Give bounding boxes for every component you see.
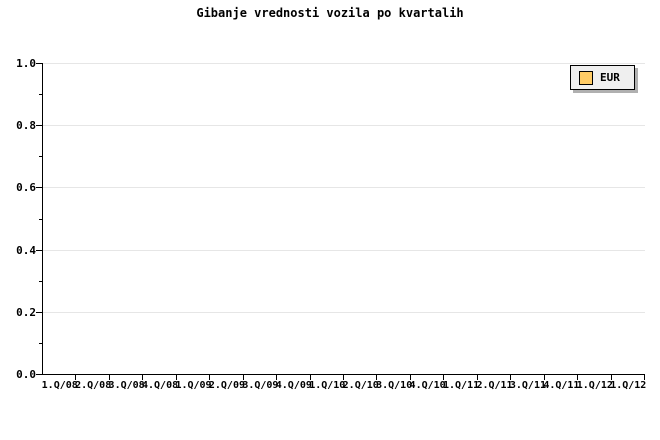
x-tick	[75, 375, 76, 380]
x-tick-label: 3.Q/11	[509, 380, 546, 391]
x-tick	[276, 375, 277, 380]
legend-box: EUR	[570, 65, 635, 90]
x-tick-label: 3.Q/10	[376, 380, 413, 391]
x-tick	[343, 375, 344, 380]
y-tick-major	[36, 374, 42, 375]
y-tick-major	[36, 125, 42, 126]
x-tick-label: 2.Q/08	[75, 380, 112, 391]
x-tick	[544, 375, 545, 380]
x-tick-label: 2.Q/10	[342, 380, 379, 391]
x-tick-label: 1.Q/11	[442, 380, 480, 391]
y-tick-label: 0.6	[16, 181, 36, 194]
y-tick-minor	[39, 156, 42, 157]
x-tick-label: 2.Q/09	[208, 380, 245, 391]
y-tick-major	[36, 312, 42, 313]
x-tick	[510, 375, 511, 380]
legend-swatch-eur	[579, 70, 593, 85]
y-gridline	[43, 125, 645, 126]
y-tick-major	[36, 250, 42, 251]
chart-title: Gibanje vrednosti vozila po kvartalih	[196, 6, 464, 20]
x-tick-label: 2.Q/11	[476, 380, 513, 391]
x-tick-label: 4.Q/09	[275, 380, 312, 391]
y-tick-minor	[39, 281, 42, 282]
x-tick	[209, 375, 210, 380]
y-gridline	[43, 250, 645, 251]
x-tick-label: 3.Q/09	[242, 380, 279, 391]
legend-label-eur: EUR	[600, 70, 620, 84]
y-tick-minor	[39, 343, 42, 344]
y-tick-label: 0.4	[16, 244, 36, 257]
y-tick-major	[36, 63, 42, 64]
y-tick-label: 0.0	[16, 368, 36, 381]
y-gridline	[43, 63, 645, 64]
x-tick-label: 1.Q/08	[41, 380, 78, 391]
x-tick-label: 4.Q/11	[543, 380, 580, 391]
x-tick	[142, 375, 143, 380]
plot-area	[36, 63, 645, 380]
y-tick-label: 1.0	[16, 57, 36, 70]
x-tick	[577, 375, 578, 380]
y-tick-minor	[39, 94, 42, 95]
y-gridline	[43, 312, 645, 313]
x-tick-label: 1.Q/09	[175, 380, 212, 391]
x-tick	[176, 375, 177, 380]
y-gridline	[43, 187, 645, 188]
x-tick-label: 3.Q/08	[108, 380, 145, 391]
x-tick	[109, 375, 110, 380]
x-tick	[477, 375, 478, 380]
x-tick	[611, 375, 612, 380]
x-tick	[243, 375, 244, 380]
x-tick-label: 1.Q/12	[610, 380, 647, 391]
y-tick-label: 0.2	[16, 306, 36, 319]
y-tick-minor	[39, 219, 42, 220]
x-tick-label: 1.Q/10	[309, 380, 346, 391]
y-tick-label: 0.8	[16, 119, 36, 132]
x-tick	[376, 375, 377, 380]
x-tick-label: 4.Q/08	[141, 380, 179, 391]
x-tick-label: 4.Q/10	[409, 380, 446, 391]
x-tick	[410, 375, 411, 380]
x-tick-label: 1.Q/12	[576, 380, 613, 391]
x-tick	[443, 375, 444, 380]
y-tick-major	[36, 187, 42, 188]
x-tick	[644, 375, 645, 380]
x-tick	[310, 375, 311, 380]
